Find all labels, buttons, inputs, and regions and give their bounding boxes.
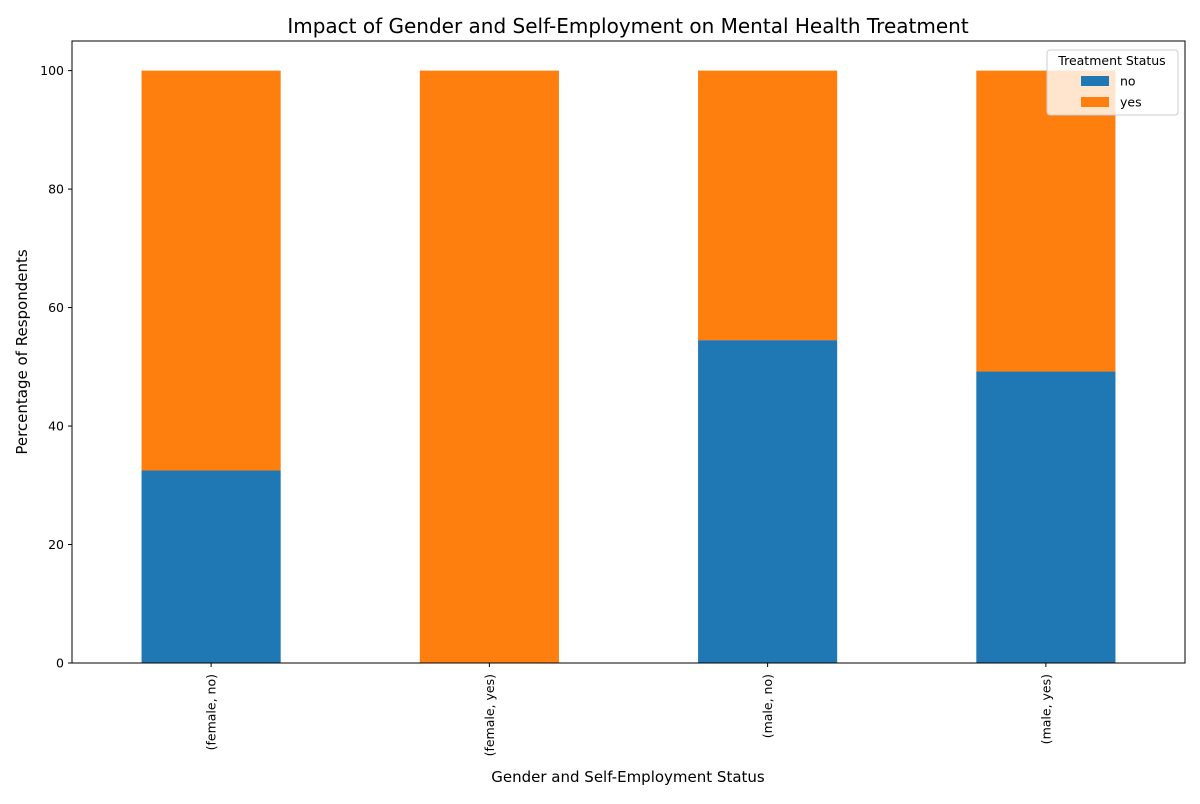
chart-title: Impact of Gender and Self-Employment on … xyxy=(287,14,969,38)
y-tick-label: 80 xyxy=(48,182,64,197)
x-axis-label: Gender and Self-Employment Status xyxy=(491,768,765,786)
bar-yes-1 xyxy=(419,70,559,664)
bar-no-2 xyxy=(698,340,838,663)
legend-swatch-yes xyxy=(1081,97,1109,107)
legend-title: Treatment Status xyxy=(1057,53,1165,68)
y-axis-label: Percentage of Respondents xyxy=(13,249,31,455)
y-axis: 0 20 40 60 80 100 xyxy=(40,63,72,671)
legend-label-no: no xyxy=(1120,74,1136,89)
legend-box xyxy=(1046,49,1179,116)
x-tick-label: (male, yes) xyxy=(1038,674,1053,744)
bar-no-3 xyxy=(976,371,1116,663)
legend-swatch-no xyxy=(1081,76,1109,86)
y-tick-label: 40 xyxy=(48,419,64,434)
bar-yes-3 xyxy=(976,70,1116,372)
plot-frame xyxy=(71,40,1186,664)
x-tick-label: (female, no) xyxy=(204,674,219,750)
bar-yes-0 xyxy=(141,70,281,471)
y-tick-label: 60 xyxy=(48,300,64,315)
y-tick-label: 100 xyxy=(40,63,64,78)
x-tick-label: (male, no) xyxy=(760,674,775,738)
x-tick-label: (female, yes) xyxy=(482,674,497,756)
legend: Treatment Status no yes xyxy=(1046,49,1179,116)
legend-items: no yes xyxy=(1081,74,1142,110)
bar-yes-2 xyxy=(698,70,838,341)
legend-label-yes: yes xyxy=(1120,95,1142,110)
y-tick-label: 0 xyxy=(56,656,64,671)
x-axis: (female, no) (female, yes) (male, no) (male… xyxy=(204,663,1053,756)
y-tick-label: 20 xyxy=(48,537,64,552)
bars-group xyxy=(141,70,1116,664)
bar-no-0 xyxy=(141,470,281,663)
